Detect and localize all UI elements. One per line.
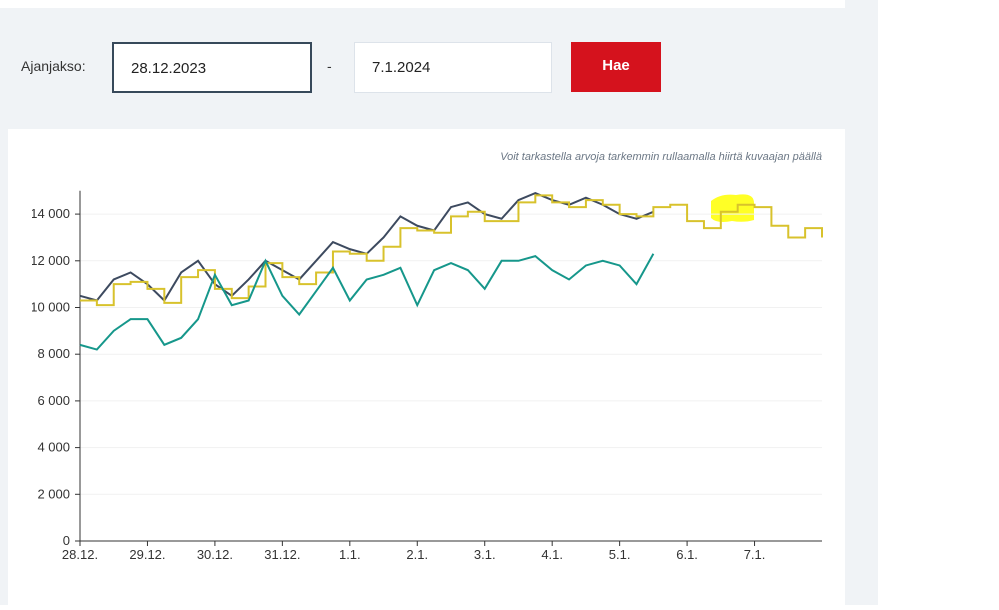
top-panel [0,0,845,8]
y-tick-label: 0 [63,533,70,548]
period-label: Ajanjakso: [21,58,86,74]
series-line [80,194,823,307]
x-tick-label: 7.1. [744,547,766,562]
x-tick-label: 28.12. [62,547,98,562]
y-tick-label: 10 000 [30,300,70,315]
search-button[interactable]: Hae [571,42,661,92]
y-tick-label: 14 000 [30,206,70,221]
y-tick-label: 2 000 [37,486,70,501]
chart-card: Voit tarkastella arvoja tarkemmin rullaa… [8,129,845,605]
x-tick-label: 30.12. [197,547,233,562]
start-date-input[interactable]: 28.12.2023 [112,42,312,93]
x-tick-label: 31.12. [264,547,300,562]
x-tick-label: 5.1. [609,547,631,562]
chart: Voit tarkastella arvoja tarkemmin rullaa… [30,151,823,562]
x-tick-label: 3.1. [474,547,496,562]
x-tick-label: 4.1. [541,547,563,562]
y-tick-label: 8 000 [37,346,70,361]
x-tick-label: 29.12. [129,547,165,562]
y-tick-label: 4 000 [37,440,70,455]
y-tick-label: 12 000 [30,253,70,268]
background: Ajanjakso: 28.12.2023 - 7.1.2024 Hae Voi… [0,0,878,605]
end-date-input[interactable]: 7.1.2024 [354,42,552,93]
series-line [79,192,654,303]
x-tick-label: 1.1. [339,547,361,562]
highlight [711,194,754,222]
x-tick-label: 6.1. [676,547,698,562]
x-tick-label: 2.1. [406,547,428,562]
chart-note: Voit tarkastella arvoja tarkemmin rullaa… [500,151,822,163]
y-tick-label: 6 000 [37,393,70,408]
separator: - [327,58,332,74]
series-line [79,253,655,351]
